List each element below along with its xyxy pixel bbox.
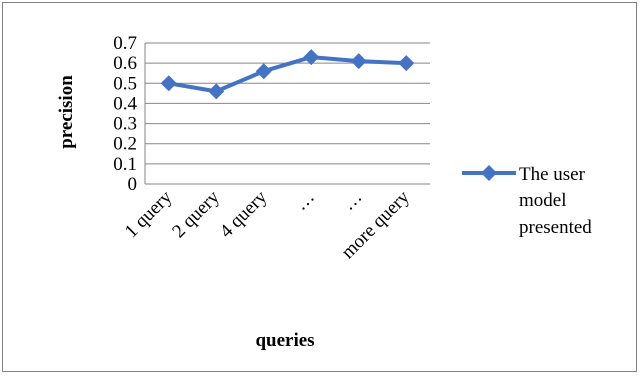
legend: The user model presented <box>462 164 592 238</box>
series-line <box>168 55 407 94</box>
y-tick-label: 0.6 <box>113 53 137 74</box>
x-axis-title: queries <box>255 330 314 351</box>
series-group <box>160 49 415 100</box>
legend-diamond-marker <box>481 165 497 181</box>
x-tick-label: … <box>291 187 319 215</box>
y-tick-label: 0.7 <box>113 33 137 54</box>
legend-label-line-2: model <box>519 190 567 211</box>
y-tick-label: 0 <box>128 174 138 195</box>
data-point-marker <box>255 63 272 80</box>
data-point-marker <box>303 49 320 66</box>
y-tick-label: 0.2 <box>113 134 137 155</box>
y-tick-label: 0.3 <box>113 114 137 135</box>
y-tick-labels: 00.10.20.30.40.50.60.7 <box>113 33 137 195</box>
data-point-marker <box>398 55 415 72</box>
legend-label-line-1: The user <box>519 164 586 185</box>
y-tick-label: 0.1 <box>113 154 137 175</box>
y-axis-title: precision <box>56 75 77 149</box>
data-point-marker <box>350 53 367 70</box>
x-tick-label: 4 query <box>216 186 272 242</box>
x-tick-label: … <box>338 187 366 215</box>
y-tick-label: 0.4 <box>113 93 137 114</box>
data-point-marker <box>208 83 225 100</box>
data-point-marker <box>160 75 177 92</box>
chart-frame <box>2 2 637 372</box>
x-tick-label: 2 query <box>168 186 224 242</box>
y-tick-label: 0.5 <box>113 73 137 94</box>
legend-label-line-3: presented <box>519 217 592 238</box>
